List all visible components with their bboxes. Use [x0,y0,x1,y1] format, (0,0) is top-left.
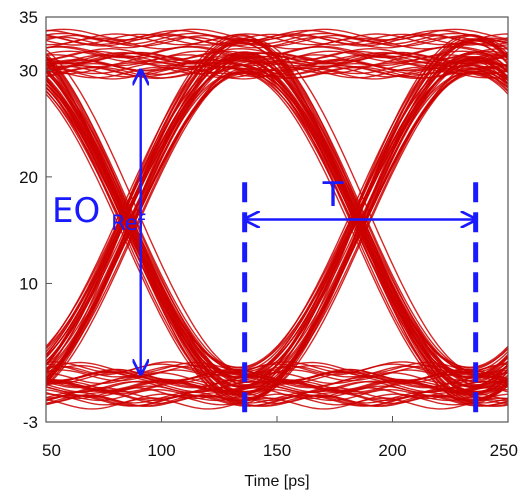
eye-trace-high [46,33,508,46]
eye-trace-rise [46,57,508,376]
eye-trace-rise [46,71,508,394]
eye-trace-fall [46,70,508,390]
eye-trace-fall [46,64,508,377]
eye-trace-rise [46,38,508,376]
eye-trace-low [46,369,508,382]
eye-trace-low [46,375,508,388]
eye-trace-low [46,387,508,400]
eye-trace-fall [46,67,508,378]
eye-trace-high [46,62,508,75]
eye-trace-low [46,394,508,407]
eye-trace-low [46,365,508,378]
x-axis-ticks: 50 100 150 200 250 [42,416,518,460]
eye-trace-high [46,63,508,75]
eye-trace-high [46,55,508,68]
eye-trace-rise [46,38,508,383]
eye-trace-rise [46,38,508,396]
eo-ref-label: EO Ref [52,191,146,235]
eye-trace-low [46,380,508,393]
eye-trace-rise [46,40,508,373]
x-tick-label: 200 [378,441,406,460]
y-tick-label: 10 [19,274,38,293]
eye-trace-high [46,34,508,47]
x-tick-label: 250 [490,441,518,460]
eye-trace-low [46,382,508,395]
eye-trace-low [46,380,508,393]
y-tick-label: 35 [19,8,38,27]
eye-trace-rise [46,70,508,390]
eye-trace-fall [46,41,508,371]
y-tick-label: -3 [23,413,38,432]
eye-trace-rise [46,57,508,379]
y-axis-ticks: -3 10 20 30 35 [19,8,52,432]
eye-trace-high [46,36,508,49]
eye-trace-low [46,394,508,407]
eye-trace-low [46,388,508,402]
eye-trace-high [46,54,508,67]
eye-trace-fall [46,38,508,376]
eye-trace-fall [46,72,508,402]
eye-trace-low [46,370,508,383]
eye-trace-rise [46,72,508,402]
eye-trace-fall [46,55,508,368]
eye-trace-rise [46,55,508,402]
eye-traces [46,28,508,410]
eo-label-main: EO [52,191,100,231]
eye-trace-rise [46,59,508,396]
eo-label-subscript: Ref [111,211,146,235]
x-tick-label: 150 [263,441,291,460]
x-tick-label: 100 [147,441,175,460]
eye-trace-high [46,33,508,46]
y-tick-label: 20 [19,168,38,187]
eye-trace-fall [46,40,508,373]
eye-trace-low [46,363,508,376]
eye-trace-fall [46,42,508,372]
annotation-layer [141,70,479,422]
y-tick-label: 30 [19,61,38,80]
eye-trace-high [46,64,508,78]
eye-trace-low [46,371,508,384]
eye-trace-low [46,397,508,410]
x-tick-label: 50 [42,441,61,460]
eye-trace-high [46,52,508,65]
x-axis-label: Time [ps] [244,473,309,490]
eye-trace-fall [46,59,508,396]
eye-trace-rise [46,41,508,371]
eye-trace-rise [46,64,508,388]
eye-trace-high [46,66,508,79]
eye-trace-low [46,391,508,404]
eye-trace-fall [46,68,508,399]
eye-trace-fall [46,64,508,388]
eye-trace-rise [46,68,508,399]
eye-trace-rise [46,71,508,369]
eye-trace-high [46,47,508,61]
eye-trace-fall [46,38,508,396]
eye-trace-low [46,388,508,402]
period-label: T [322,175,344,215]
eye-trace-high [46,50,508,63]
eye-trace-fall [46,55,508,402]
eye-trace-high [46,54,508,67]
